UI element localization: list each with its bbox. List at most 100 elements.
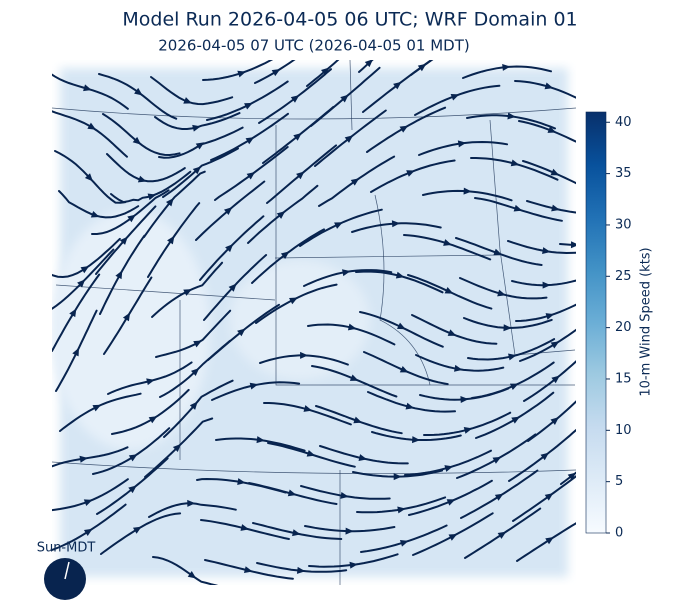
stream-arrow	[509, 383, 519, 391]
stream-arrow	[345, 527, 354, 535]
colorbar-tick-label: 35	[615, 166, 632, 181]
border	[349, 60, 353, 131]
stream-arrow	[127, 214, 136, 223]
stream-arrow	[190, 367, 200, 376]
stream-arrow	[83, 84, 92, 92]
stream-arrow	[545, 313, 555, 320]
stream-arrow	[189, 401, 198, 410]
stream-arrow	[510, 159, 520, 167]
stream-arrow	[446, 499, 456, 506]
stream-arrow	[72, 347, 79, 357]
colorbar-ticks: 0 5 10 15 20 25 30 35 40	[606, 115, 632, 541]
stream-arrow	[228, 283, 237, 292]
border	[274, 254, 501, 259]
stream-arrow	[128, 454, 138, 462]
stream-arrow	[463, 426, 473, 434]
stream-arrow	[306, 449, 316, 457]
stream-arrow	[244, 102, 253, 110]
stream-arrow	[119, 236, 128, 245]
stream-arrow	[396, 322, 406, 330]
stream-arrow	[399, 539, 409, 547]
colorbar-tick-label: 10	[615, 423, 632, 438]
stream-arrow	[393, 81, 402, 90]
stream-arrow	[544, 82, 554, 90]
stream-arrow	[463, 187, 472, 195]
stream-arrow	[237, 328, 246, 337]
stream-arrow	[492, 456, 502, 464]
stream-arrow	[444, 287, 454, 294]
title: Model Run 2026-04-05 06 UTC; WRF Domain …	[122, 9, 577, 31]
stream-arrow	[450, 93, 460, 101]
stream-arrow	[494, 493, 504, 501]
colorbar-tick-label: 40	[615, 115, 632, 130]
stream-arrow	[411, 436, 421, 444]
stream-arrow	[542, 281, 551, 289]
border	[275, 125, 575, 386]
stream-arrow	[344, 135, 354, 143]
stream-arrow	[296, 171, 305, 180]
stream-arrow	[79, 455, 88, 463]
stream-arrow	[342, 269, 351, 277]
colorbar-tick-label: 20	[615, 320, 632, 335]
border	[52, 461, 576, 474]
stream-arrow	[115, 270, 123, 280]
stream-arrow	[183, 97, 193, 104]
stream-arrow	[417, 63, 427, 72]
stream-arrow	[493, 248, 503, 256]
stream-arrow	[334, 222, 343, 229]
wind-field	[230, 260, 370, 380]
stream-arrow	[508, 353, 517, 361]
stream-arrow	[147, 193, 157, 201]
colorbar-tick-label: 25	[615, 269, 632, 284]
stream-arrow	[502, 63, 511, 71]
border	[489, 119, 576, 356]
stream-arrow	[391, 220, 401, 228]
stream-arrow	[397, 506, 406, 514]
stream-arrow	[460, 396, 469, 404]
stream-arrow	[358, 454, 368, 462]
stream-arrow	[551, 375, 560, 384]
stream-arrow	[405, 402, 415, 410]
stream-arrow	[187, 499, 196, 507]
stream-arrow	[350, 178, 360, 186]
stream-arrow	[172, 443, 182, 452]
stream-arrow	[364, 60, 374, 68]
stream-arrow	[443, 239, 452, 246]
stream-arrow	[87, 122, 97, 130]
stream-arrow	[511, 416, 520, 424]
stream-arrow	[137, 175, 147, 183]
stream-arrow	[544, 493, 554, 501]
stream-arrow	[399, 125, 409, 133]
stream-arrow	[540, 452, 549, 461]
stream-arrow	[293, 133, 302, 141]
stream-arrow	[134, 87, 143, 96]
stream-arrow	[290, 95, 300, 103]
stream-arrow	[280, 251, 290, 260]
stream-arrow	[77, 279, 86, 288]
stream-arrow	[513, 204, 523, 212]
stream-arrow	[393, 473, 402, 481]
stream-arrow	[550, 417, 559, 425]
stream-arrow	[90, 210, 100, 218]
stream-arrow	[353, 416, 363, 424]
stream-arrow	[340, 94, 349, 103]
stream-arrow	[240, 524, 250, 531]
stream-arrow	[148, 416, 158, 424]
stream-arrow	[497, 289, 506, 297]
border	[55, 284, 276, 301]
stream-arrow	[84, 173, 93, 182]
stream-arrow	[69, 308, 77, 318]
subtitle: 2026-04-05 07 UTC (2026-04-05 01 MDT)	[158, 37, 469, 55]
stream-arrow	[545, 537, 554, 545]
stream-arrow	[187, 571, 197, 579]
stream-arrow	[567, 472, 576, 481]
stream-arrow	[287, 489, 297, 497]
stream-arrow	[193, 340, 202, 348]
stream-arrow	[83, 528, 93, 536]
border	[52, 107, 576, 120]
stream-arrow	[296, 566, 306, 574]
stream-arrow	[303, 405, 313, 412]
stream-arrow	[551, 204, 560, 212]
colorbar-tick-label: 30	[615, 217, 632, 232]
stream-arrow	[92, 404, 102, 412]
